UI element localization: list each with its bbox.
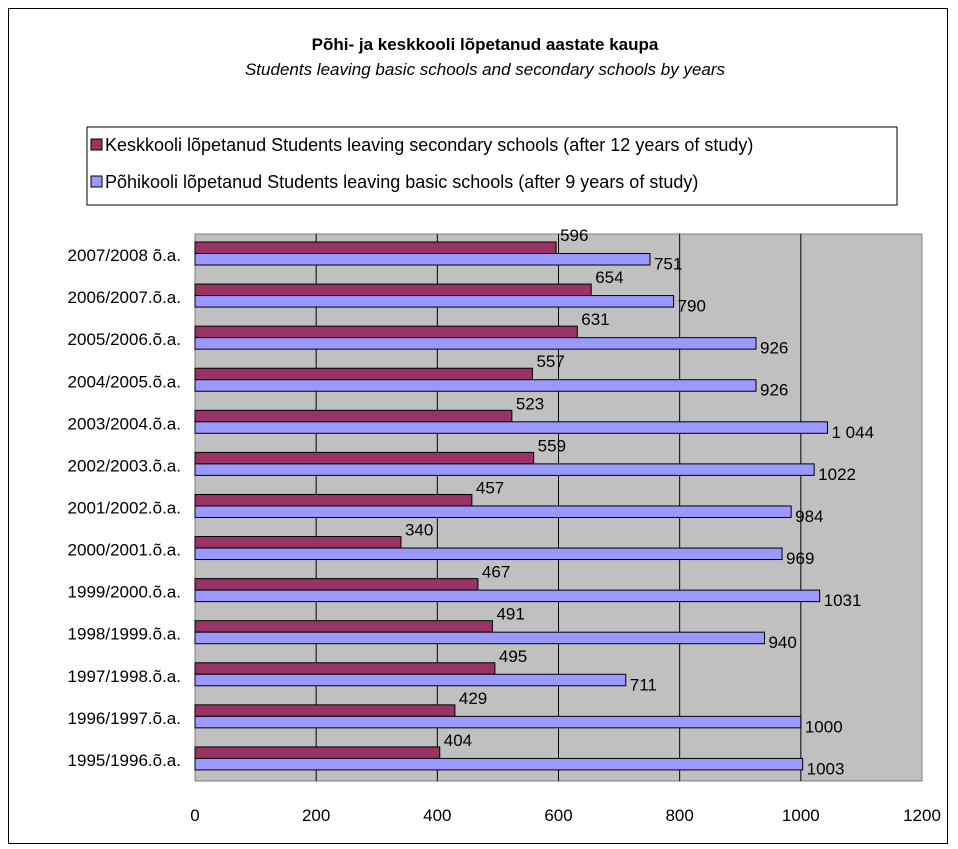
data-label-basic: 984 bbox=[795, 507, 823, 526]
bar-basic bbox=[194, 589, 821, 603]
data-label-secondary: 457 bbox=[476, 478, 504, 497]
category-label: 2004/2005.õ.a. bbox=[68, 372, 181, 391]
chart-frame: Põhi- ja keskkooli lõpetanud aastate kau… bbox=[8, 8, 948, 844]
x-tick-label: 0 bbox=[190, 806, 199, 825]
x-tick-label: 1200 bbox=[903, 806, 941, 825]
bar-basic bbox=[194, 379, 757, 392]
category-label: 1996/1997.õ.a. bbox=[68, 709, 181, 728]
data-label-secondary: 559 bbox=[538, 436, 566, 455]
data-label-basic: 711 bbox=[630, 675, 657, 694]
category-label: 2003/2004.õ.a. bbox=[68, 414, 181, 433]
bar-basic bbox=[194, 547, 783, 561]
chart-svg: Põhi- ja keskkooli lõpetanud aastate kau… bbox=[68, 35, 941, 825]
bar-basic bbox=[194, 463, 815, 476]
bar-basic bbox=[194, 757, 804, 771]
data-label-basic: 926 bbox=[760, 381, 788, 400]
legend-label-basic: Põhikooli lõpetanud Students leaving bas… bbox=[105, 172, 698, 192]
data-label-basic: 1003 bbox=[807, 759, 845, 778]
data-label-basic: 1000 bbox=[805, 717, 843, 736]
bar-secondary bbox=[194, 620, 493, 633]
legend-swatch-basic bbox=[90, 175, 103, 188]
chart-subtitle: Students leaving basic schools and secon… bbox=[245, 60, 726, 79]
data-label-secondary: 523 bbox=[516, 394, 544, 413]
category-labels: 2007/2008 õ.a. 2006/2007.õ.a. 2005/2006.õ.… bbox=[68, 246, 181, 770]
category-label: 2001/2002.õ.a. bbox=[68, 499, 181, 518]
category-label: 1998/1999.õ.a. bbox=[68, 625, 181, 644]
bar-secondary bbox=[194, 325, 578, 339]
category-label: 2000/2001.õ.a. bbox=[68, 541, 181, 560]
bar-basic bbox=[194, 715, 802, 729]
bar-secondary bbox=[194, 409, 513, 423]
bar-secondary bbox=[194, 367, 533, 381]
data-label-secondary: 495 bbox=[499, 647, 527, 666]
bar-secondary bbox=[194, 241, 557, 254]
data-label-secondary: 404 bbox=[444, 731, 472, 750]
x-tick-label: 800 bbox=[665, 806, 693, 825]
data-labels: 596 751 654 790 631 926 557 926 523 1 044 559 1022 4… bbox=[405, 226, 874, 778]
legend-swatch-secondary bbox=[90, 138, 103, 151]
bar-basic bbox=[194, 337, 757, 350]
bar-secondary bbox=[194, 493, 473, 507]
bar-secondary bbox=[194, 283, 592, 297]
data-label-basic: 940 bbox=[768, 633, 796, 652]
bar-basic bbox=[194, 421, 828, 434]
bar-secondary bbox=[194, 704, 456, 717]
data-label-basic: 1 044 bbox=[831, 423, 874, 442]
bar-secondary bbox=[194, 662, 496, 675]
bar-basic bbox=[194, 253, 651, 266]
data-label-secondary: 654 bbox=[595, 268, 623, 287]
bar-basic bbox=[194, 295, 675, 308]
data-label-secondary: 631 bbox=[581, 310, 609, 329]
bar-basic bbox=[194, 673, 627, 687]
category-label: 2002/2003.õ.a. bbox=[68, 456, 181, 475]
legend: Keskkooli lõpetanud Students leaving sec… bbox=[86, 126, 898, 206]
x-tick-labels: 0 200 400 600 800 1000 1200 bbox=[190, 806, 941, 825]
x-tick-label: 200 bbox=[302, 806, 330, 825]
bar-secondary bbox=[194, 578, 479, 591]
x-tick-label: 1000 bbox=[782, 806, 820, 825]
category-label: 1999/2000.õ.a. bbox=[68, 583, 181, 602]
legend-box bbox=[86, 126, 898, 206]
data-label-basic: 790 bbox=[678, 297, 706, 316]
bars bbox=[194, 241, 828, 771]
category-label: 2005/2006.õ.a. bbox=[68, 330, 181, 349]
data-label-basic: 926 bbox=[760, 339, 788, 358]
bar-basic bbox=[194, 505, 792, 518]
data-label-secondary: 429 bbox=[459, 689, 487, 708]
x-tick-label: 400 bbox=[423, 806, 451, 825]
bar-basic bbox=[194, 631, 765, 645]
category-label: 2006/2007.õ.a. bbox=[68, 288, 181, 307]
data-label-secondary: 596 bbox=[560, 226, 588, 245]
chart-title: Põhi- ja keskkooli lõpetanud aastate kau… bbox=[312, 35, 659, 54]
bar-secondary bbox=[194, 746, 441, 759]
category-label: 1997/1998.õ.a. bbox=[68, 667, 181, 686]
data-label-secondary: 340 bbox=[405, 521, 433, 540]
data-label-basic: 1031 bbox=[824, 591, 862, 610]
data-label-secondary: 491 bbox=[496, 605, 524, 624]
data-label-secondary: 557 bbox=[536, 352, 564, 371]
data-label-basic: 1022 bbox=[818, 465, 856, 484]
data-label-basic: 751 bbox=[654, 255, 682, 274]
x-tick-label: 600 bbox=[544, 806, 572, 825]
legend-label-secondary: Keskkooli lõpetanud Students leaving sec… bbox=[105, 135, 753, 155]
data-label-secondary: 467 bbox=[482, 563, 510, 582]
category-label: 1995/1996.õ.a. bbox=[68, 751, 181, 770]
category-label: 2007/2008 õ.a. bbox=[68, 246, 181, 265]
bar-secondary bbox=[194, 536, 402, 549]
bar-secondary bbox=[194, 451, 535, 465]
data-label-basic: 969 bbox=[786, 549, 814, 568]
